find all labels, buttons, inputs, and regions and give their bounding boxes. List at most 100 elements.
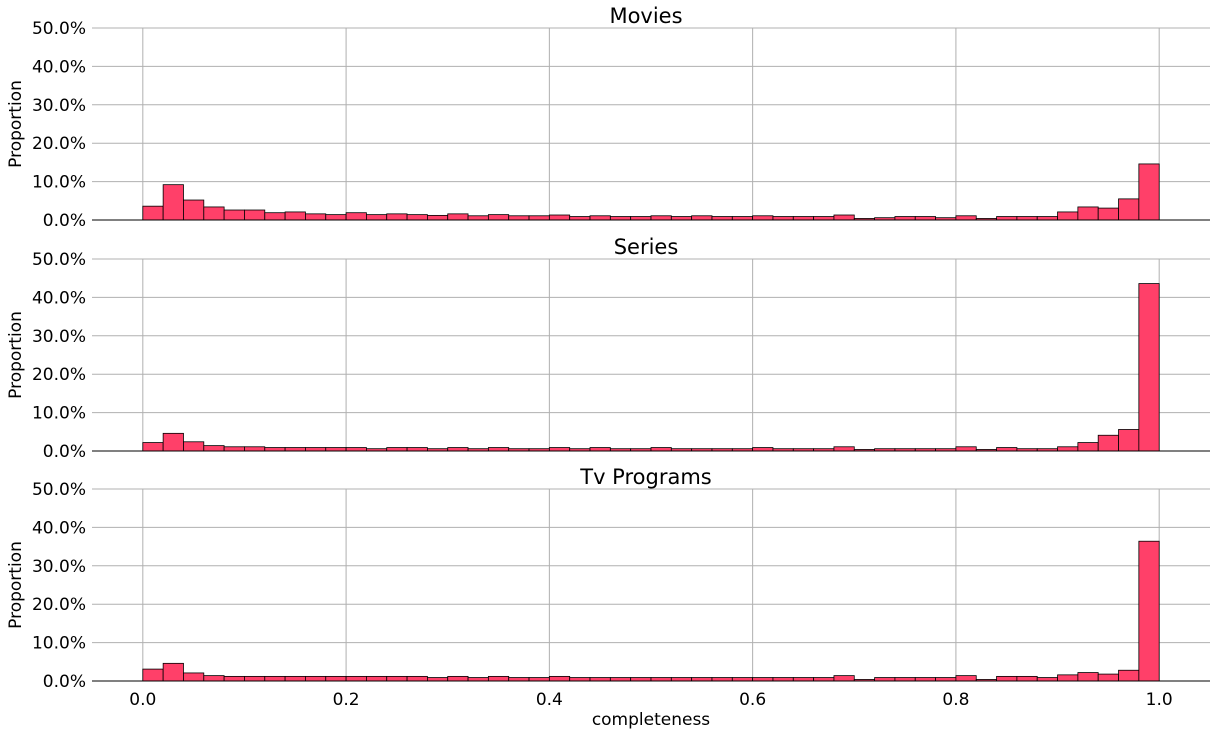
x-tick-label: 0.2 xyxy=(333,690,360,710)
histogram-bar xyxy=(1138,283,1160,452)
histogram-bar xyxy=(487,214,510,221)
histogram-bar xyxy=(1057,446,1079,452)
histogram-bar xyxy=(1077,442,1099,452)
histogram-bar xyxy=(508,677,530,682)
y-axis-label: Proportion xyxy=(6,80,26,168)
histogram-bar xyxy=(325,675,347,682)
histogram-bar xyxy=(955,675,977,682)
histogram-bar xyxy=(752,215,774,221)
histogram-bar xyxy=(406,214,428,221)
histogram-bar xyxy=(223,209,245,221)
x-tick-label: 0.8 xyxy=(942,690,969,710)
histogram-bar xyxy=(142,205,164,221)
histogram-bar xyxy=(467,215,489,221)
histogram-bar xyxy=(1057,674,1079,682)
histogram-bar xyxy=(487,447,510,452)
histogram-bar xyxy=(264,212,286,221)
histogram-bar xyxy=(345,675,367,682)
histogram-bar xyxy=(1138,163,1160,221)
histogram-bar xyxy=(914,677,936,682)
histogram-bar xyxy=(386,447,408,452)
y-tick-label: 0.0% xyxy=(43,442,86,462)
x-tick-label: 0.6 xyxy=(739,690,766,710)
histogram-bar xyxy=(162,662,184,682)
histogram-bar xyxy=(183,441,205,452)
histogram-bar xyxy=(650,677,672,682)
y-tick-label: 40.0% xyxy=(32,57,86,77)
histogram-bar xyxy=(914,216,936,221)
histogram-bar xyxy=(386,675,408,682)
histogram-bar xyxy=(223,446,245,452)
histogram-bar xyxy=(792,216,815,221)
histogram-bar xyxy=(609,216,632,221)
histogram-bar xyxy=(691,677,713,682)
histogram-bar xyxy=(203,445,225,452)
histogram-bar xyxy=(731,677,754,682)
histogram-bar xyxy=(487,675,510,682)
histogram-bar xyxy=(1036,216,1058,221)
histogram-bar xyxy=(508,215,530,221)
y-tick-label: 50.0% xyxy=(32,19,86,39)
histogram-bar xyxy=(996,216,1018,221)
histogram-bar xyxy=(691,215,713,221)
y-tick-label: 0.0% xyxy=(43,211,86,231)
histogram-bar xyxy=(711,216,733,221)
histogram-bar xyxy=(670,216,693,221)
histogram-bar xyxy=(813,677,835,682)
histogram-bar xyxy=(792,677,815,682)
histogram-bar xyxy=(1077,672,1099,682)
panel-title: Movies xyxy=(609,4,682,28)
y-axis-label: Proportion xyxy=(6,311,26,399)
y-tick-label: 10.0% xyxy=(32,404,86,424)
histogram-bar xyxy=(752,677,774,682)
histogram-bar xyxy=(264,675,286,682)
y-tick-label: 10.0% xyxy=(32,173,86,193)
histogram-bar xyxy=(955,215,977,221)
histogram-bar xyxy=(447,675,469,682)
histogram-bar xyxy=(528,677,550,682)
histogram-bar xyxy=(366,214,388,221)
histogram-bar xyxy=(874,677,896,682)
histogram-bar xyxy=(1118,198,1140,221)
histogram-bar xyxy=(467,677,489,682)
histogram-bar xyxy=(345,447,367,452)
histogram-bar xyxy=(203,675,225,682)
histogram-bar xyxy=(305,213,327,221)
histogram-bar xyxy=(833,446,855,452)
histogram-bar xyxy=(1036,677,1058,682)
histogram-bar xyxy=(1097,673,1119,682)
histogram-bar xyxy=(345,212,367,221)
histogram-bar xyxy=(955,446,977,452)
histogram-bar xyxy=(589,215,611,221)
histogram-bar xyxy=(772,677,794,682)
y-tick-label: 50.0% xyxy=(32,250,86,270)
histogram-bar xyxy=(711,677,733,682)
histogram-bar xyxy=(426,214,449,221)
y-tick-label: 20.0% xyxy=(32,134,86,154)
histogram-bar xyxy=(813,216,835,221)
y-tick-label: 30.0% xyxy=(32,96,86,116)
histogram-bar xyxy=(142,442,164,452)
histogram-bar xyxy=(996,447,1018,452)
histogram-bar xyxy=(548,214,571,221)
histogram-bar xyxy=(935,677,957,682)
histogram-bar xyxy=(162,184,184,221)
y-tick-label: 30.0% xyxy=(32,327,86,347)
histogram-bar xyxy=(406,447,428,452)
histogram-bar xyxy=(183,672,205,682)
histogram-bar xyxy=(162,432,184,452)
histogram-bar xyxy=(305,675,327,682)
histogram-bar xyxy=(284,675,306,682)
histogram-bar xyxy=(731,216,754,221)
histogram-bar xyxy=(589,677,611,682)
histogram-bar xyxy=(589,447,611,452)
histogram-bar xyxy=(650,447,672,452)
x-tick-label: 0.4 xyxy=(536,690,563,710)
histogram-bar xyxy=(203,206,225,221)
histogram-bar xyxy=(1138,540,1160,682)
histogram-bar xyxy=(894,216,916,221)
histogram-bar xyxy=(223,675,245,682)
y-tick-label: 20.0% xyxy=(32,365,86,385)
x-tick-label: 1.0 xyxy=(1146,690,1173,710)
